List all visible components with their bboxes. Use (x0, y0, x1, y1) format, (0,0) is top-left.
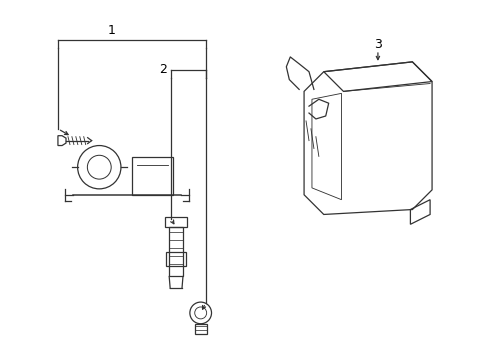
Text: 1: 1 (108, 24, 116, 37)
Text: 3: 3 (374, 38, 382, 51)
Text: 2: 2 (159, 63, 167, 76)
